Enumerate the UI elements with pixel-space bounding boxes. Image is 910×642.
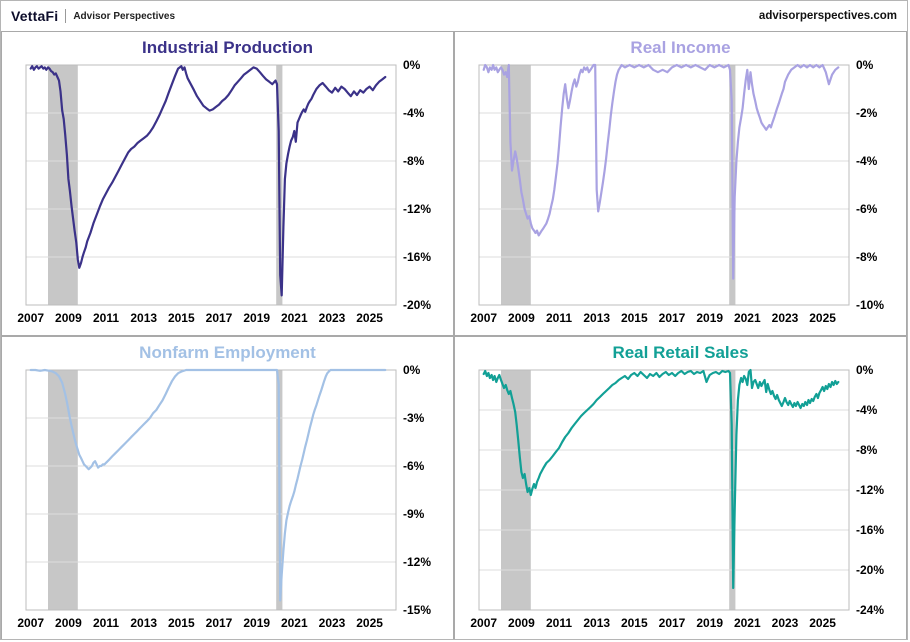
svg-text:2025: 2025 (356, 311, 383, 325)
svg-text:2015: 2015 (168, 311, 195, 325)
svg-text:2009: 2009 (508, 616, 535, 630)
svg-text:0%: 0% (403, 364, 421, 377)
svg-text:2025: 2025 (356, 616, 383, 630)
svg-text:-20%: -20% (403, 298, 431, 312)
panel-industrial-production: Industrial Production 0% -4% -8% -12% -16% -2… (1, 31, 454, 336)
svg-text:-8%: -8% (856, 443, 878, 457)
svg-text:2017: 2017 (659, 311, 686, 325)
svg-text:2021: 2021 (734, 311, 761, 325)
svg-text:2017: 2017 (206, 616, 233, 630)
svg-text:-8%: -8% (856, 250, 878, 264)
nonfarm-employment-chart: 0% -3% -6% -9% -12% -15% 2007 2009 2011 2013 2015 2… (17, 364, 431, 630)
svg-text:2013: 2013 (583, 616, 610, 630)
masthead: VettaFi Advisor Perspectives advisorpers… (1, 1, 907, 31)
svg-text:2015: 2015 (168, 616, 195, 630)
svg-text:2023: 2023 (319, 616, 346, 630)
svg-text:-20%: -20% (856, 563, 884, 577)
chart-title-real-income: Real Income (630, 38, 731, 57)
svg-text:2015: 2015 (621, 616, 648, 630)
svg-text:2021: 2021 (734, 616, 761, 630)
site-url: advisorperspectives.com (758, 10, 897, 22)
svg-text:2025: 2025 (809, 616, 836, 630)
svg-text:2021: 2021 (281, 616, 308, 630)
svg-text:2023: 2023 (772, 311, 799, 325)
chart-title-industrial-production: Industrial Production (142, 38, 313, 57)
svg-text:-15%: -15% (403, 603, 431, 617)
svg-text:2007: 2007 (470, 616, 497, 630)
panel-real-income: Real Income 0% -2% -4% -6% -8% -10% 2007 2009 20… (454, 31, 907, 336)
svg-text:-6%: -6% (403, 459, 425, 473)
svg-text:2019: 2019 (696, 311, 723, 325)
svg-text:-4%: -4% (403, 106, 425, 120)
svg-text:2015: 2015 (621, 311, 648, 325)
svg-text:2025: 2025 (809, 311, 836, 325)
svg-text:0%: 0% (856, 364, 874, 377)
svg-text:2011: 2011 (546, 616, 572, 630)
svg-text:2019: 2019 (696, 616, 723, 630)
svg-text:2019: 2019 (243, 311, 270, 325)
svg-text:-12%: -12% (403, 555, 431, 569)
svg-text:2007: 2007 (470, 311, 497, 325)
svg-text:2009: 2009 (55, 616, 82, 630)
panel-nonfarm-employment: Nonfarm Employment 0% -3% -6% -9% -12% -15% 20… (1, 336, 454, 639)
svg-text:2023: 2023 (772, 616, 799, 630)
svg-text:-6%: -6% (856, 202, 878, 216)
svg-text:2017: 2017 (206, 311, 233, 325)
svg-text:2021: 2021 (281, 311, 308, 325)
svg-text:2007: 2007 (17, 311, 44, 325)
svg-text:2011: 2011 (546, 311, 572, 325)
svg-text:2013: 2013 (130, 311, 157, 325)
panel-real-retail-sales: Real Retail Sales 0% -4% -8% -12% -16% -20% -2… (454, 336, 907, 639)
svg-text:2017: 2017 (659, 616, 686, 630)
svg-text:-16%: -16% (856, 523, 884, 537)
svg-text:2011: 2011 (93, 311, 119, 325)
chart-title-nonfarm-employment: Nonfarm Employment (139, 343, 316, 362)
svg-text:-2%: -2% (856, 106, 878, 120)
vettafi-logo: VettaFi (11, 8, 59, 24)
real-income-chart: 0% -2% -4% -6% -8% -10% 2007 2009 2011 2013 2015 20… (470, 59, 884, 325)
charts-grid: Industrial Production 0% -4% -8% -12% -16% -2… (1, 31, 907, 639)
brand: VettaFi Advisor Perspectives (11, 8, 175, 24)
svg-text:-8%: -8% (403, 154, 425, 168)
svg-text:-16%: -16% (403, 250, 431, 264)
chart-title-real-retail-sales: Real Retail Sales (612, 343, 749, 362)
svg-text:-12%: -12% (403, 202, 431, 216)
svg-text:0%: 0% (856, 59, 874, 72)
industrial-production-chart: 0% -4% -8% -12% -16% -20% 2007 2009 2011 2013 2015… (17, 59, 431, 325)
svg-text:2007: 2007 (17, 616, 44, 630)
svg-text:-4%: -4% (856, 154, 878, 168)
svg-text:2009: 2009 (55, 311, 82, 325)
svg-text:0%: 0% (403, 59, 421, 72)
svg-text:-9%: -9% (403, 507, 425, 521)
real-retail-sales-chart: 0% -4% -8% -12% -16% -20% -24% 2007 2009 2011 2013… (470, 364, 884, 630)
svg-text:-3%: -3% (403, 411, 425, 425)
svg-text:2023: 2023 (319, 311, 346, 325)
svg-text:2019: 2019 (243, 616, 270, 630)
svg-text:2009: 2009 (508, 311, 535, 325)
svg-text:-24%: -24% (856, 603, 884, 617)
brand-subtitle: Advisor Perspectives (73, 10, 176, 22)
brand-divider (65, 9, 67, 23)
svg-text:2011: 2011 (93, 616, 119, 630)
svg-text:-4%: -4% (856, 403, 878, 417)
svg-text:-10%: -10% (856, 298, 884, 312)
svg-text:2013: 2013 (583, 311, 610, 325)
svg-text:2013: 2013 (130, 616, 157, 630)
svg-text:-12%: -12% (856, 483, 884, 497)
